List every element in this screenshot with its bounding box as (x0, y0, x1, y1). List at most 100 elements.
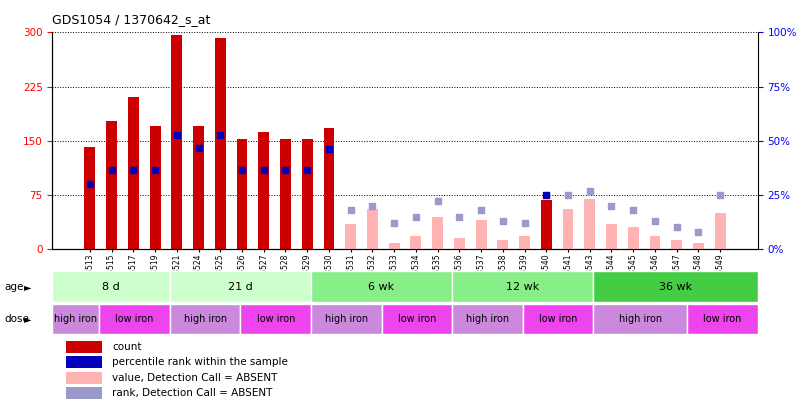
Bar (367, 209, 378, 249)
Text: 6 wk: 6 wk (368, 281, 395, 292)
Text: high iron: high iron (54, 314, 98, 324)
Text: 8 d: 8 d (102, 281, 120, 292)
Bar (452, 304, 522, 334)
Bar (671, 241, 682, 249)
Bar (522, 304, 593, 334)
Text: 12 wk: 12 wk (506, 281, 539, 292)
Bar (193, 126, 204, 249)
Text: percentile rank within the sample: percentile rank within the sample (112, 357, 289, 367)
Bar (650, 236, 660, 249)
Bar (345, 224, 356, 249)
Point (540, 192, 553, 198)
Text: low iron: low iron (256, 314, 295, 324)
Text: age: age (4, 282, 23, 292)
Bar (240, 304, 311, 334)
Bar (715, 213, 725, 249)
Bar (172, 34, 182, 249)
Text: high iron: high iron (184, 314, 226, 324)
Point (214, 132, 226, 138)
Bar (687, 304, 758, 334)
Bar (66, 341, 102, 353)
Point (692, 228, 705, 235)
Bar (476, 220, 487, 249)
Point (605, 202, 618, 209)
Text: high iron: high iron (325, 314, 368, 324)
Text: high iron: high iron (618, 314, 662, 324)
Bar (99, 304, 170, 334)
Bar (432, 217, 443, 249)
Point (235, 166, 248, 173)
Text: dose: dose (4, 314, 29, 324)
Point (671, 224, 683, 231)
Point (84, 181, 97, 187)
Point (170, 132, 183, 138)
Point (475, 207, 488, 213)
Point (105, 166, 118, 173)
Bar (381, 304, 452, 334)
Point (301, 166, 314, 173)
Bar (452, 271, 593, 302)
Text: GDS1054 / 1370642_s_at: GDS1054 / 1370642_s_at (52, 13, 210, 26)
Text: count: count (112, 342, 142, 352)
Bar (454, 238, 465, 249)
Bar (215, 38, 226, 249)
Point (713, 192, 726, 198)
Bar (497, 241, 509, 249)
Bar (693, 243, 704, 249)
Point (279, 166, 292, 173)
Point (518, 220, 531, 226)
Text: ►: ► (24, 314, 31, 324)
Text: low iron: low iron (115, 314, 154, 324)
Point (409, 213, 422, 220)
Point (562, 192, 575, 198)
Bar (311, 271, 452, 302)
Bar (258, 132, 269, 249)
Text: low iron: low iron (397, 314, 436, 324)
Point (627, 207, 640, 213)
Bar (388, 243, 400, 249)
Bar (519, 236, 530, 249)
Bar (301, 139, 313, 249)
Bar (66, 356, 102, 368)
Bar (237, 139, 247, 249)
Text: low iron: low iron (538, 314, 577, 324)
Point (431, 198, 444, 205)
Bar (323, 128, 334, 249)
Bar (280, 139, 291, 249)
Point (584, 188, 596, 194)
Bar (541, 200, 552, 249)
Bar (311, 304, 381, 334)
Point (192, 145, 205, 151)
Bar (410, 236, 422, 249)
Bar (128, 97, 139, 249)
Text: rank, Detection Call = ABSENT: rank, Detection Call = ABSENT (112, 388, 272, 398)
Point (344, 207, 357, 213)
Text: low iron: low iron (703, 314, 742, 324)
Bar (606, 224, 617, 249)
Point (388, 220, 401, 226)
Point (366, 202, 379, 209)
Bar (593, 271, 758, 302)
Point (127, 166, 139, 173)
Bar (85, 147, 95, 249)
Bar (150, 126, 160, 249)
Text: value, Detection Call = ABSENT: value, Detection Call = ABSENT (112, 373, 278, 383)
Bar (170, 304, 240, 334)
Bar (52, 271, 170, 302)
Point (649, 217, 662, 224)
Bar (628, 228, 638, 249)
Bar (66, 387, 102, 399)
Point (322, 146, 335, 153)
Text: high iron: high iron (466, 314, 509, 324)
Text: 21 d: 21 d (228, 281, 253, 292)
Bar (52, 304, 99, 334)
Bar (106, 121, 117, 249)
Point (148, 166, 161, 173)
Point (496, 217, 509, 224)
Point (453, 213, 466, 220)
Bar (66, 372, 102, 384)
Bar (170, 271, 311, 302)
Text: ►: ► (24, 282, 31, 292)
Bar (563, 209, 573, 249)
Bar (593, 304, 687, 334)
